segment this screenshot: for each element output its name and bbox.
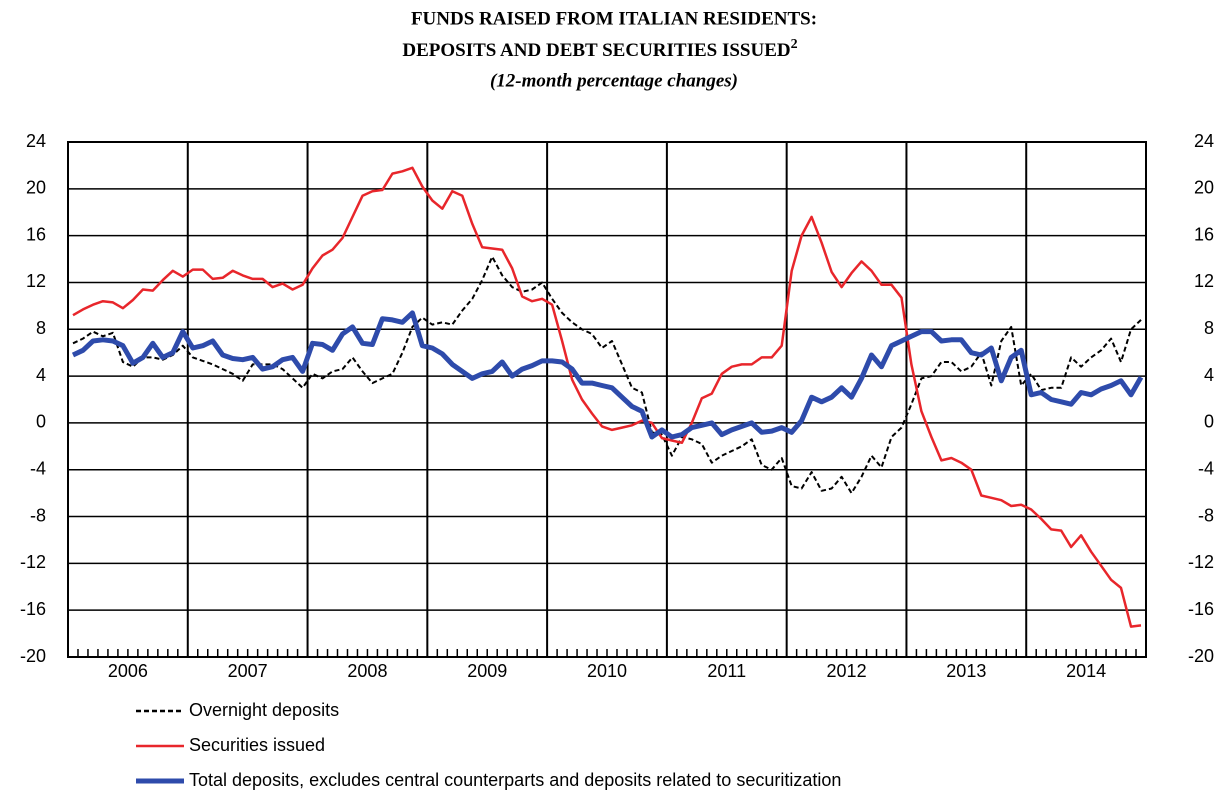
- y-tick-label: 12: [26, 271, 46, 291]
- series-line: [72, 255, 1142, 495]
- x-tick-label: 2008: [347, 661, 387, 681]
- y2-tick-label: -12: [1188, 552, 1214, 572]
- x-tick-label: 2007: [228, 661, 268, 681]
- y-tick-label: -16: [20, 599, 46, 619]
- y2-tick-label: -16: [1188, 599, 1214, 619]
- title-line: DEPOSITS AND DEBT SECURITIES ISSUED: [402, 40, 790, 61]
- y-tick-label: 16: [26, 224, 46, 244]
- y2-tick-label: -8: [1198, 505, 1214, 525]
- title-superscript: 2: [791, 37, 798, 52]
- y-tick-label: 20: [26, 178, 46, 198]
- series-line: [72, 166, 1142, 628]
- y-tick-label: 8: [36, 318, 46, 338]
- series-line: [71, 310, 1144, 440]
- legend-label: Total deposits, excludes central counter…: [189, 770, 841, 790]
- y2-tick-label: 24: [1194, 131, 1214, 151]
- chart-title: FUNDS RAISED FROM ITALIAN RESIDENTS:: [411, 8, 817, 29]
- y2-tick-label: 4: [1204, 365, 1214, 385]
- y-tick-label: 4: [36, 365, 46, 385]
- y2-tick-label: 8: [1204, 318, 1214, 338]
- legend-label: Overnight deposits: [189, 700, 339, 720]
- x-tick-label: 2014: [1066, 661, 1106, 681]
- chart-title: DEPOSITS AND DEBT SECURITIES ISSUED2: [402, 37, 797, 61]
- plot-frame: [67, 141, 1147, 658]
- y2-tick-label: -20: [1188, 646, 1214, 666]
- x-tick-label: 2011: [707, 661, 746, 681]
- y2-tick-label: 20: [1194, 178, 1214, 198]
- y2-tick-label: 12: [1194, 271, 1214, 291]
- y-tick-label: 0: [36, 412, 46, 432]
- x-tick-label: 2009: [467, 661, 507, 681]
- x-tick-label: 2012: [827, 661, 867, 681]
- y2-tick-label: 0: [1204, 412, 1214, 432]
- y-tick-label: -8: [30, 505, 46, 525]
- y-tick-label: 24: [26, 131, 46, 151]
- y-tick-label: -20: [20, 646, 46, 666]
- y2-tick-label: 16: [1194, 224, 1214, 244]
- y-tick-label: -4: [30, 458, 46, 478]
- y-tick-label: -12: [20, 552, 46, 572]
- y2-tick-label: -4: [1198, 458, 1214, 478]
- legend-label: Securities issued: [189, 735, 325, 755]
- x-tick-label: 2010: [587, 661, 627, 681]
- x-tick-label: 2013: [946, 661, 986, 681]
- chart-subtitle: (12-month percentage changes): [490, 70, 738, 91]
- x-tick-label: 2006: [108, 661, 148, 681]
